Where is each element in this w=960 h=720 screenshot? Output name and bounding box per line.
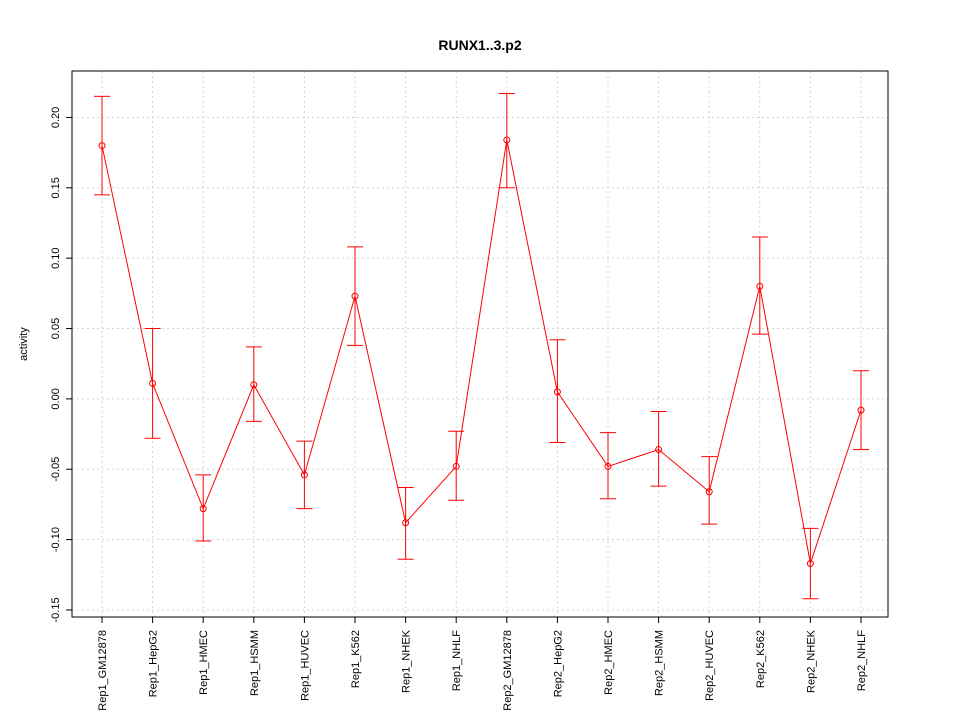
- data-point: [857, 406, 865, 414]
- y-tick-label: -0.10: [50, 527, 62, 552]
- y-tick-label: -0.15: [50, 597, 62, 622]
- x-tick-label: Rep1_HMEC: [198, 630, 210, 695]
- x-tick-label: Rep2_K562: [755, 630, 767, 688]
- data-point: [199, 505, 207, 513]
- x-tick-label: Rep1_NHLF: [451, 630, 463, 691]
- plot-frame: [71, 70, 889, 618]
- data-point: [806, 560, 814, 568]
- x-tick-label: Rep1_K562: [350, 630, 362, 688]
- data-point: [351, 292, 359, 300]
- data-point: [655, 446, 663, 454]
- x-tick-label: Rep1_HSMM: [249, 630, 261, 696]
- y-axis-label: activity: [18, 327, 30, 361]
- grid: [72, 71, 888, 617]
- data-point: [452, 462, 460, 470]
- data-point: [402, 519, 410, 527]
- x-axis: Rep1_GM12878 Rep1_HepG2 Rep1_HMEC Rep1_HSMM…: [97, 617, 868, 711]
- x-tick-label: Rep1_GM12878: [97, 630, 109, 711]
- x-tick-label: Rep1_NHEK: [401, 629, 413, 693]
- x-tick-label: Rep1_HepG2: [148, 630, 160, 697]
- chart-title: RUNX1..3.p2: [438, 37, 521, 53]
- data-point: [300, 471, 308, 479]
- data-point: [149, 379, 157, 387]
- data-point: [98, 142, 106, 150]
- x-tick-label: Rep2_HSMM: [654, 630, 666, 696]
- data-point: [503, 136, 511, 144]
- y-tick-label: 0.05: [50, 318, 62, 339]
- x-tick-label: Rep2_NHLF: [856, 630, 868, 691]
- series: [94, 93, 869, 600]
- y-tick-label: 0.20: [50, 107, 62, 128]
- data-point: [604, 462, 612, 470]
- x-tick-label: Rep2_HepG2: [552, 630, 564, 697]
- y-tick-label: -0.05: [50, 457, 62, 482]
- data-point: [250, 381, 258, 389]
- series-line: [101, 139, 862, 564]
- x-tick-label: Rep2_GM12878: [502, 630, 514, 711]
- data-point: [553, 388, 561, 396]
- y-tick-label: 0.00: [50, 388, 62, 409]
- x-tick-label: Rep1_HUVEC: [299, 630, 311, 701]
- x-tick-label: Rep2_HUVEC: [704, 630, 716, 701]
- x-tick-label: Rep2_NHEK: [805, 629, 817, 693]
- y-axis: -0.15 -0.10 -0.05 0.00 0.05 0.10 0.15 0.20: [50, 107, 72, 623]
- x-tick-label: Rep2_HMEC: [603, 630, 615, 695]
- data-point: [705, 488, 713, 496]
- y-tick-label: 0.10: [50, 247, 62, 268]
- data-point: [756, 282, 764, 290]
- y-tick-label: 0.15: [50, 177, 62, 198]
